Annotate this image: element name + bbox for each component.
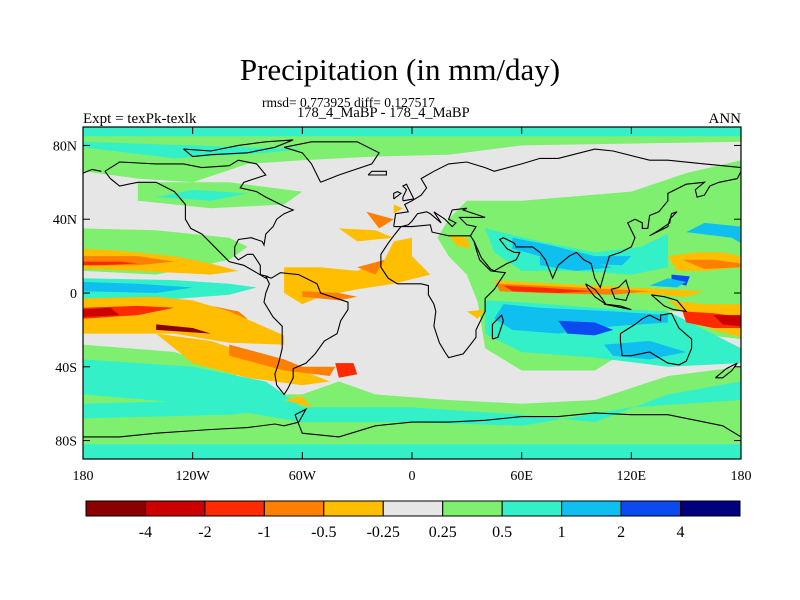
colorbar-label: 0.25 <box>429 524 457 541</box>
precip-region <box>83 261 138 266</box>
colorbar-swatch <box>144 500 206 517</box>
coastline <box>619 312 693 366</box>
coastline <box>380 224 507 359</box>
colorbar-label: 1 <box>558 524 566 541</box>
x-tick-label: 120E <box>617 469 647 484</box>
precip-region <box>83 444 741 459</box>
coastline <box>263 272 349 396</box>
precip-region <box>284 396 312 408</box>
precip-region <box>156 189 248 201</box>
axis-ticks: 180 120W 60W 0 60E 120E 180 80N 40N 0 40S 80S <box>53 127 752 484</box>
precip-region <box>503 285 595 293</box>
precip-region <box>83 344 741 459</box>
experiment-label: Expt = texPk-texlk <box>83 111 197 127</box>
x-tick-label: 120W <box>176 469 211 484</box>
y-tick-label: 80S <box>55 435 77 450</box>
precip-region <box>83 307 120 317</box>
stats-line: rmsd= 0.773925 diff= 0.127517 <box>262 95 435 110</box>
x-tick-label: 60W <box>289 469 317 484</box>
x-tick-label: 0 <box>409 469 416 484</box>
coastline <box>610 279 631 302</box>
colorbar-swatch <box>442 500 503 517</box>
colorbar-label: -4 <box>139 524 152 541</box>
x-tick-label: 60E <box>510 469 533 484</box>
coastline <box>401 183 415 202</box>
y-tick-label: 40N <box>53 213 77 228</box>
coastlines <box>83 139 741 438</box>
precip-region <box>83 281 193 293</box>
precip-region <box>338 228 394 242</box>
precip-region <box>466 309 486 319</box>
precip-region <box>603 341 687 360</box>
coastline <box>83 407 308 438</box>
precip-region <box>83 127 741 183</box>
precip-region <box>335 363 358 378</box>
y-tick-label: 40S <box>55 361 77 376</box>
coastline <box>83 168 102 174</box>
colorbar-label: -2 <box>198 524 211 541</box>
colorbar: -4 -2 -1 -0.5 -0.25 0.25 0.5 1 2 4 <box>85 500 741 541</box>
x-tick-label: 180 <box>73 469 94 484</box>
colorbar-label: 2 <box>617 524 625 541</box>
y-tick-label: 80N <box>53 139 77 154</box>
colorbar-swatch <box>204 500 265 517</box>
coastline <box>294 412 741 438</box>
coastline <box>649 211 678 237</box>
precip-region <box>558 320 614 336</box>
colorbar-label: 4 <box>677 524 685 541</box>
y-tick-label: 0 <box>70 287 77 302</box>
precip-region <box>393 204 403 214</box>
precip-region <box>492 280 705 297</box>
colorbar-swatch <box>501 500 563 517</box>
precip-region <box>448 234 471 249</box>
coastline <box>367 170 387 176</box>
precip-region <box>649 278 687 288</box>
colorbar-swatch <box>323 500 384 517</box>
coastline <box>603 303 632 311</box>
coastline <box>393 190 403 200</box>
precip-region <box>682 259 741 269</box>
colorbar-swatch <box>382 500 444 517</box>
colorbar-label: -0.5 <box>311 524 336 541</box>
precip-region <box>156 324 211 334</box>
precip-region <box>494 304 668 334</box>
colorbar-swatch <box>85 500 146 517</box>
precip-region <box>83 400 303 419</box>
precip-region <box>229 344 336 376</box>
precip-region <box>366 211 394 229</box>
precip-region <box>357 259 385 275</box>
precip-region <box>512 237 632 266</box>
runs-subtitle: 178_4_MaBP - 178_4_MaBP <box>297 105 470 121</box>
colorbar-swatch <box>561 500 622 517</box>
x-tick-label: 180 <box>731 469 752 484</box>
precip-region <box>686 222 741 244</box>
colorbar-swatch <box>620 500 682 517</box>
coastline <box>393 148 741 227</box>
coastline <box>491 314 504 340</box>
coastline <box>183 139 294 158</box>
plot-title: Precipitation (in mm/day) <box>239 52 561 87</box>
colorbar-swatch <box>263 500 325 517</box>
colorbar-label: 0.5 <box>492 524 512 541</box>
coastline <box>104 159 295 279</box>
precipitation-field <box>83 127 741 459</box>
colorbar-label: -1 <box>258 524 271 541</box>
season-label: ANN <box>708 111 742 127</box>
precip-region <box>284 237 431 305</box>
coastline <box>283 141 380 183</box>
coastline <box>393 171 741 289</box>
precip-region <box>713 315 741 327</box>
colorbar-swatch <box>680 500 741 517</box>
coastline <box>651 294 688 313</box>
colorbar-label: -0.25 <box>367 524 400 541</box>
